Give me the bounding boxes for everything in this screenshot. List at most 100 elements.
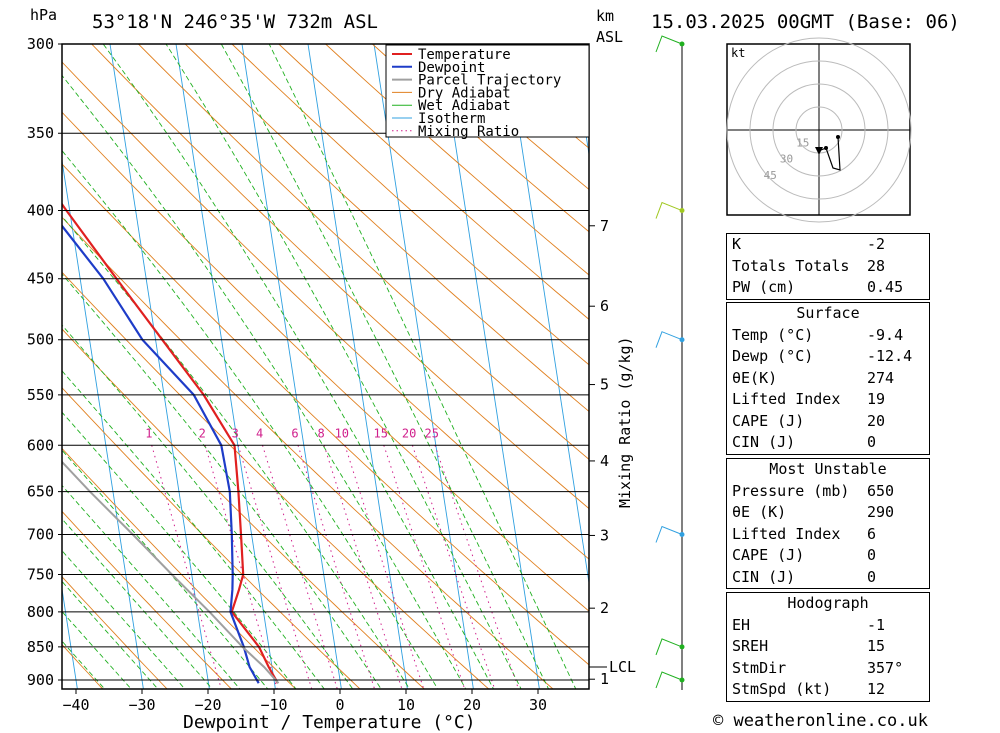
pressure-tick-label: 400 — [27, 202, 54, 220]
dry-adiabat-line — [137, 44, 589, 460]
table-row: Lifted Index 19 — [732, 390, 886, 408]
surface-table: Surface Temp (°C) -9.4 Dewp (°C) -12.4 θE(… — [726, 302, 930, 455]
legend-item: Isotherm — [418, 111, 485, 127]
x-axis-label: Dewpoint / Temperature (°C) — [183, 712, 476, 733]
wind-barb — [655, 35, 683, 53]
height-tick-label: 7 — [600, 217, 609, 235]
wet-adiabat-line — [62, 610, 132, 689]
legend-item: Dry Adiabat — [418, 85, 511, 101]
mixing-ratio-label: 20 — [402, 427, 416, 441]
hodograph-ring-label: 30 — [780, 153, 793, 166]
wet-adiabat-line — [62, 484, 241, 689]
table-row: CAPE (J) 20 — [732, 411, 886, 430]
x-tick-label: −40 — [62, 696, 89, 714]
hodograph-table: Hodograph EH -1 SREH 15 StmDir 357° StmSpd … — [726, 592, 930, 702]
wet-adiabat-line — [62, 324, 354, 689]
wind-barb — [655, 671, 683, 689]
pressure-tick-label: 550 — [27, 386, 54, 404]
x-tick-label: −30 — [128, 696, 155, 714]
dry-adiabat-line — [371, 44, 589, 233]
table-row: θE(K) 274 — [732, 368, 895, 387]
most-unstable-title: Most Unstable — [769, 460, 887, 478]
wet-adiabat-line — [62, 580, 159, 689]
dry-adiabat-line — [62, 643, 104, 689]
dry-adiabat-line — [62, 216, 554, 689]
pressure-tick-label: 750 — [27, 565, 54, 583]
height-tick-label: 4 — [600, 452, 609, 470]
mixing-ratio-line — [434, 445, 520, 689]
legend-item: Parcel Trajectory — [418, 73, 561, 89]
pressure-tick-label: 850 — [27, 638, 54, 656]
surface-title: Surface — [796, 304, 860, 322]
table-row: Temp (°C) -9.4 — [732, 325, 904, 344]
hodograph-ring — [749, 60, 889, 200]
mixing-ratio-label: 3 — [232, 427, 239, 441]
table-row: Dewp (°C) -12.4 — [732, 347, 913, 365]
mixing-ratio-label: 8 — [317, 427, 324, 441]
hodograph-point — [824, 146, 828, 150]
pressure-tick-label: 600 — [27, 436, 54, 454]
x-tick-label: 20 — [463, 696, 481, 714]
credit-link[interactable]: © weatheronline.co.uk — [713, 711, 928, 731]
mixing-ratio-label: 25 — [424, 427, 438, 441]
dry-adiabat-line — [90, 44, 589, 510]
table-row: EH -1 — [732, 615, 886, 634]
table-row: StmDir 357° — [732, 658, 904, 677]
dry-adiabat-line — [62, 576, 168, 689]
location-title: 53°18'N 246°35'W 732m ASL — [92, 11, 378, 33]
x-tick-label: 10 — [397, 696, 415, 714]
mixing-ratio-label: 4 — [256, 427, 263, 441]
dry-adiabat-line — [62, 61, 589, 560]
isotherm-line — [62, 586, 78, 689]
wet-adiabat-line — [62, 518, 213, 689]
hodograph-ring-label: 15 — [796, 136, 809, 149]
table-row: CAPE (J) 0 — [732, 546, 877, 564]
hodograph-unit: kt — [731, 46, 745, 60]
table-row: PW (cm) 0.45 — [732, 278, 904, 296]
hodograph-point — [836, 135, 840, 139]
wind-barbs — [655, 35, 685, 690]
table-row: CIN (J) 0 — [732, 567, 877, 586]
height-tick-label: 6 — [600, 297, 609, 315]
pressure-tick-label: 800 — [27, 603, 54, 621]
dry-adiabat-line — [0, 4, 53, 705]
dry-adiabat-line — [231, 44, 589, 366]
wind-barb — [655, 638, 683, 656]
series-dewpoint — [62, 224, 260, 684]
table-row: CIN (J) 0 — [732, 433, 877, 451]
dry-adiabat-line — [62, 111, 589, 612]
isotherm-line — [307, 44, 408, 689]
x-tick-label: −20 — [194, 696, 221, 714]
mixing-ratio-label: 10 — [335, 427, 349, 441]
x-tick-label: 0 — [335, 696, 344, 714]
wet-adiabat-line — [62, 449, 269, 689]
table-row: Pressure (mb) 650 — [732, 481, 895, 500]
dry-adiabat-line — [62, 163, 589, 666]
legend-item: Dewpoint — [418, 60, 485, 76]
mixing-ratio-label: 15 — [373, 427, 387, 441]
hodograph-ring — [726, 37, 912, 223]
height-tick-label: 1 — [600, 670, 609, 688]
table-row: SREH 15 — [732, 637, 886, 655]
isotherm-line — [241, 44, 342, 689]
table-row: K -2 — [732, 235, 886, 253]
mixing-ratio-line — [151, 445, 222, 689]
dry-adiabat-line — [62, 387, 361, 689]
pressure-tick-label: 900 — [27, 671, 54, 689]
most-unstable-table: Most Unstable Pressure (mb) 650 θE (K) 290… — [726, 458, 930, 589]
wet-adiabat-line — [62, 550, 186, 689]
dry-adiabat-line — [278, 44, 589, 320]
table-row: StmSpd (kt) 12 — [732, 680, 886, 698]
table-row: Lifted Index 6 — [732, 524, 877, 543]
wet-adiabat-line — [62, 370, 325, 689]
height-unit-km: km — [596, 7, 614, 25]
wind-barb — [655, 525, 683, 543]
table-row: Totals Totals 28 — [732, 256, 886, 275]
pressure-unit-label: hPa — [30, 6, 57, 24]
x-tick-label: 30 — [529, 696, 547, 714]
hodograph-title: Hodograph — [787, 594, 869, 612]
height-tick-label: 3 — [600, 526, 609, 544]
